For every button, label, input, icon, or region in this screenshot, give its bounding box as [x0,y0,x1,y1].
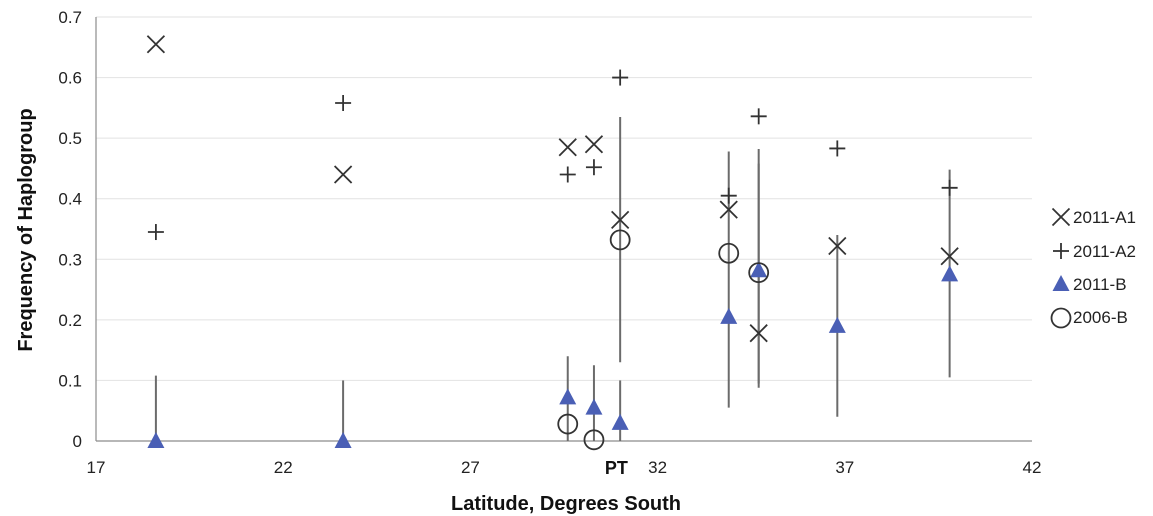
circle-marker [557,413,579,435]
data-markers [146,35,959,451]
triangle-marker [611,413,629,430]
x-marker [333,165,353,184]
y-tick-label: 0.2 [58,311,82,330]
triangle-marker [828,316,846,333]
series-2006-b [557,229,770,451]
x-tick-label: 42 [1023,458,1042,477]
x-tick-label: 22 [274,458,293,477]
legend-x-mark [1051,207,1071,227]
legend-item-2006-b: 2006-B [1050,307,1128,329]
triangle-marker [147,432,165,448]
legend-x-marker-icon [1051,207,1071,227]
y-tick-label: 0.4 [58,190,82,209]
pt-annotation: PT [605,458,628,478]
legend-label-2006-b: 2006-B [1073,308,1128,327]
series-2011-a2 [147,69,958,241]
error-bars [154,116,951,441]
y-axis-title: Frequency of Haplogroup [15,108,37,351]
legend: 2011-A1 2011-A2 2011-B 2006-B [1050,207,1136,329]
triangle-marker [559,388,577,405]
legend-item-2011-a2: 2011-A2 [1053,242,1136,261]
legend-circle-marker-icon [1050,307,1072,329]
circle-marker [718,242,740,264]
legend-item-2011-b: 2011-B [1052,275,1127,294]
x-marker [611,210,630,230]
tick-labels: 0 0.1 0.2 0.3 0.4 0.5 0.6 0.7 17 22 27 32 37 42 [58,8,1041,477]
circle-marker [748,262,770,284]
legend-plus-marker-icon [1053,243,1069,259]
grid-lines [96,16,1032,381]
legend-label-2011-a1: 2011-A1 [1073,208,1136,227]
x-marker [558,138,577,157]
x-marker [828,236,847,256]
circle-marker [583,429,605,451]
x-marker [584,135,604,154]
series-2011-a1 [146,35,959,343]
legend-triangle-marker-icon [1052,275,1070,291]
x-axis-title: Latitude, Degrees South [451,493,681,515]
y-tick-label: 0.5 [58,129,82,148]
axes [95,17,1032,442]
legend-label-2011-a2: 2011-A2 [1073,242,1136,261]
legend-triangle-mark [1052,275,1070,291]
x-marker [719,200,738,219]
legend-label-2011-b: 2011-B [1073,275,1127,294]
triangle-marker [750,261,768,278]
x-marker [749,324,768,343]
y-tick-label: 0 [73,432,82,451]
legend-circle-mark [1050,307,1072,329]
legend-item-2011-a1: 2011-A1 [1051,207,1136,227]
circle-marker [609,229,631,251]
y-tick-label: 0.1 [58,371,82,390]
x-marker [940,247,959,266]
triangle-marker [941,265,959,282]
x-tick-label: 27 [461,458,480,477]
x-tick-label: 17 [87,458,106,477]
y-tick-label: 0.6 [58,69,82,88]
triangle-marker [720,307,738,324]
triangle-marker [585,398,603,415]
triangle-marker [334,432,352,448]
x-marker [146,35,166,54]
x-tick-label: 37 [835,458,854,477]
y-tick-label: 0.3 [58,250,82,269]
y-tick-label: 0.7 [58,8,82,27]
series-2011-b [147,261,959,448]
x-tick-label: 32 [648,458,667,477]
